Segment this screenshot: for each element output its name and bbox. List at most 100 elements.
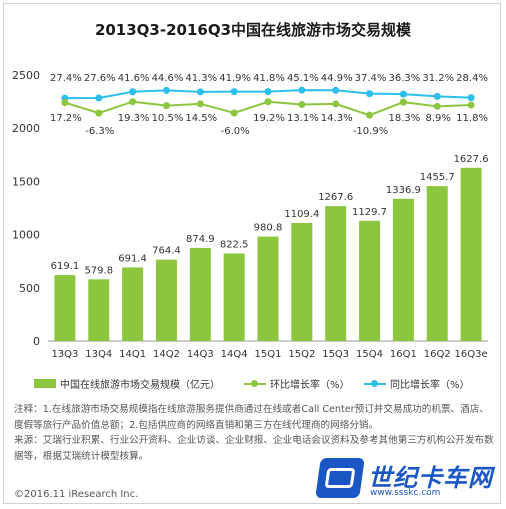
chart-title: 2013Q3-2016Q3中国在线旅游市场交易规模: [94, 21, 412, 39]
bar-value-label: 874.9: [186, 234, 215, 245]
yoy-value-label: 27.6%: [84, 73, 116, 84]
mom-value-label: 17.2%: [50, 113, 82, 124]
y-tick-label: 2000: [12, 122, 40, 135]
bar: [392, 198, 414, 341]
yoy-point: [162, 86, 170, 94]
yoy-value-label: 28.4%: [456, 73, 488, 84]
x-tick-label: 14Q3: [187, 349, 214, 360]
yoy-point: [95, 94, 103, 102]
legend-item-mom: 环比增长率（%）: [244, 376, 350, 391]
yoy-value-label: 41.3%: [185, 73, 217, 84]
mom-point: [366, 111, 374, 119]
watermark-url: www.ssskc.com: [370, 488, 441, 498]
yoy-value-label: 45.1%: [287, 73, 319, 84]
mom-value-label: 19.3%: [118, 113, 150, 124]
x-tick-label: 13Q4: [85, 349, 112, 360]
source-text: 来源：艾瑞行业积累、行业公开资料、企业访谈、企业财报、企业电话会议资料及参考其他…: [14, 435, 494, 462]
yoy-point: [264, 88, 272, 96]
mom-value-label: -10.9%: [353, 126, 388, 137]
yoy-point: [433, 92, 441, 100]
yoy-value-label: 41.6%: [118, 73, 150, 84]
x-tick-label: 13Q3: [51, 349, 78, 360]
mom-value-label: -6.0%: [221, 126, 250, 137]
bar-value-label: 619.1: [51, 261, 80, 272]
bar-value-label: 691.4: [118, 253, 147, 264]
bar: [460, 167, 482, 341]
x-tick-label: 16Q1: [390, 349, 417, 360]
yoy-point: [467, 94, 475, 102]
mom-value-label: 18.3%: [388, 113, 420, 124]
y-tick-label: 2500: [12, 69, 40, 82]
bar-value-label: 1627.6: [454, 154, 489, 165]
bar-value-label: 1267.6: [318, 192, 353, 203]
x-tick-label: 14Q1: [119, 349, 146, 360]
y-tick-label: 1000: [12, 229, 40, 242]
bar-value-label: 1455.7: [420, 172, 455, 183]
chart-notes: 注释：1.在线旅游市场交易规模指在线旅游服务提供商通过在线或者Call Cent…: [14, 402, 498, 464]
bar: [122, 267, 144, 341]
watermark-logo: 世纪卡车网 www.ssskc.com: [315, 456, 498, 502]
mom-value-label: 10.5%: [152, 113, 184, 124]
y-tick-label: 0: [33, 335, 40, 348]
yoy-value-label: 44.6%: [152, 73, 184, 84]
legend-swatch-yoy: [364, 379, 386, 388]
y-tick-label: 500: [19, 282, 40, 295]
bar: [359, 220, 381, 341]
yoy-value-label: 27.4%: [50, 73, 82, 84]
bar: [291, 222, 313, 341]
watermark-brand: 世纪卡车网: [368, 464, 493, 492]
mom-value-label: -6.3%: [85, 126, 114, 137]
x-tick-label: 15Q2: [288, 349, 315, 360]
yoy-point: [332, 86, 340, 94]
mom-point: [162, 102, 170, 110]
yoy-value-label: 41.8%: [253, 73, 285, 84]
mom-point: [399, 98, 407, 106]
legend-label-mom: 环比增长率（%）: [270, 380, 350, 391]
bar: [257, 236, 279, 341]
legend-swatch-bar: [34, 379, 56, 388]
yoy-value-label: 41.9%: [219, 73, 251, 84]
x-tick-label: 15Q3: [322, 349, 349, 360]
yoy-value-label: 44.9%: [321, 73, 353, 84]
mom-point: [230, 109, 238, 117]
bar: [54, 275, 76, 341]
bar: [325, 206, 347, 341]
mom-point: [95, 109, 103, 117]
chart-canvas: 0 500 1000 1500 2000 2500 619.1 13Q3 579.8 13Q4 69…: [12, 69, 489, 360]
x-tick-label: 16Q2: [424, 349, 451, 360]
bar-value-label: 822.5: [220, 239, 249, 250]
bar-value-label: 980.8: [254, 223, 283, 234]
mom-value-label: 11.8%: [456, 113, 488, 124]
legend-label-yoy: 同比增长率（%）: [390, 380, 470, 391]
mom-point: [433, 102, 441, 110]
legend-item-yoy: 同比增长率（%）: [364, 376, 470, 391]
bar-value-label: 1129.7: [352, 207, 387, 218]
mom-value-label: 13.1%: [287, 113, 319, 124]
legend-item-bar: 中国在线旅游市场交易规模（亿元）: [34, 376, 220, 391]
bar-value-label: 579.8: [84, 265, 113, 276]
mom-point: [467, 101, 475, 109]
mom-point: [264, 98, 272, 106]
x-tick-label: 14Q2: [153, 349, 180, 360]
x-tick-label: 15Q4: [356, 349, 383, 360]
bar: [426, 186, 448, 341]
chart-frame: [3, 3, 501, 504]
mom-value-label: 14.5%: [185, 113, 217, 124]
truck-icon: [315, 458, 365, 498]
mom-value-label: 8.9%: [426, 113, 451, 124]
mom-value-label: 14.3%: [321, 113, 353, 124]
yoy-value-label: 31.2%: [422, 73, 454, 84]
bar: [155, 259, 177, 341]
legend-swatch-mom: [244, 379, 266, 388]
x-tick-label: 16Q3e: [455, 349, 488, 360]
mom-point: [196, 100, 204, 108]
bar-value-label: 1336.9: [386, 185, 421, 196]
legend-label-bar: 中国在线旅游市场交易规模（亿元）: [60, 380, 220, 391]
bar-value-label: 1109.4: [284, 209, 319, 220]
y-tick-label: 1500: [12, 175, 40, 188]
x-tick-label: 14Q4: [221, 349, 248, 360]
mom-value-label: 19.2%: [253, 113, 285, 124]
yoy-value-label: 36.3%: [388, 73, 420, 84]
yoy-point: [230, 88, 238, 96]
mom-point: [332, 100, 340, 108]
